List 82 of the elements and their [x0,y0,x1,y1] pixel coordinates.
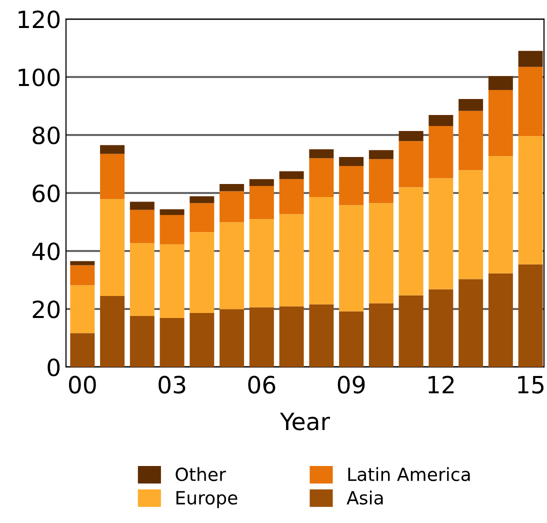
bar [220,184,244,192]
bar [368,303,394,367]
bar [160,244,184,318]
bar [220,191,244,222]
bar [70,265,95,286]
bar [368,150,394,160]
bar [488,90,513,156]
bar [70,261,95,266]
bar [398,141,424,188]
y-tick-label: 0 [48,358,60,376]
bar [100,296,125,367]
x-tick-label: 03 [158,376,186,394]
x-tick-label: 06 [248,376,276,394]
bar [160,209,184,216]
bar [279,306,304,367]
bar [339,166,364,206]
bar [130,210,154,244]
bar [190,313,214,367]
bar [309,197,334,304]
bar [309,304,334,367]
bar [160,318,184,367]
bar [70,285,95,334]
y-tick-label: 100 [18,68,60,86]
bar [339,205,364,312]
bar [518,50,543,67]
bar [279,171,304,180]
bar [249,186,274,220]
bar [249,179,274,186]
bar [368,159,394,204]
legend-label: Asia [346,490,383,505]
bar [130,316,154,367]
legend-label: Latin America [348,467,470,482]
bar [488,76,513,90]
bar [160,215,184,244]
x-tick-label: 12 [428,376,454,394]
y-tick-label: 40 [32,242,60,260]
bar [190,203,214,232]
bar [309,149,334,158]
bar [70,333,95,367]
bar [518,66,543,136]
bar [458,170,484,280]
bar [398,295,424,367]
bar [220,222,244,310]
x-tick-label: 00 [68,376,96,394]
x-axis-title: Year [280,412,330,430]
bar [458,279,484,367]
bar [190,196,214,204]
bar [428,114,454,126]
bar [488,156,513,274]
bar [190,232,214,314]
bar [458,99,484,111]
bar [130,202,154,210]
bar [428,126,454,178]
bar [279,214,304,306]
bar [249,307,274,367]
bar [488,273,513,367]
bar [398,187,424,296]
bar [100,154,125,200]
bar [428,289,454,367]
bar [220,309,244,367]
bar [309,158,334,198]
bar [518,136,543,264]
y-tick-label: 60 [32,184,60,202]
bar [339,311,364,367]
bar [368,203,394,304]
x-tick-label: 15 [518,376,544,394]
legend-label: Other [176,467,226,482]
bar [458,110,484,170]
bar [249,219,274,308]
bar [398,130,424,142]
bar [339,157,364,166]
y-tick-label: 20 [32,300,60,318]
bar [518,264,543,367]
bar [279,179,304,214]
bar [100,199,125,296]
y-tick-label: 80 [32,126,60,144]
bar [100,145,125,154]
x-tick-label: 09 [338,376,365,394]
y-tick-label: 120 [18,10,60,28]
legend-label: Europe [176,491,238,508]
bar [428,178,454,290]
bar [130,243,154,316]
